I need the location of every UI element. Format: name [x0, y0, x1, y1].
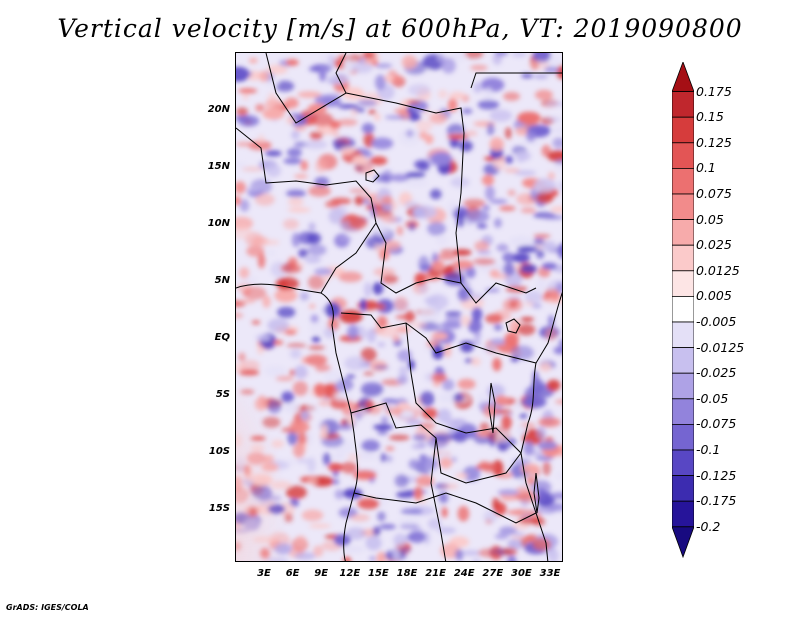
lon-tick-label: 18E	[396, 568, 418, 579]
colorbar-level-label: -0.175	[696, 493, 737, 509]
lake-victoria	[505, 318, 521, 334]
colorbar-level-label: 0.075	[696, 186, 732, 201]
border-3	[236, 127, 377, 224]
lake-tanganyika	[488, 382, 496, 434]
lat-tick-label: 10S	[208, 446, 230, 457]
colorbar-level-label: 0.05	[696, 211, 724, 227]
lake-chad	[365, 169, 380, 183]
colorbar-segment	[672, 193, 694, 221]
border-11	[430, 437, 447, 561]
coastline-east	[520, 291, 562, 561]
coastline-west	[236, 283, 359, 561]
map-title: Vertical velocity [m/s] at 600hPa, VT: 2…	[57, 14, 743, 43]
colorbar-level-label: -0.075	[696, 416, 737, 432]
border-12	[470, 72, 562, 89]
colorbar-level-label: -0.05	[696, 390, 729, 406]
colorbar-segment	[672, 244, 694, 272]
colorbar-segment	[672, 526, 694, 558]
colorbar-segment	[672, 219, 694, 246]
colorbar-segment	[672, 116, 694, 144]
colorbar-segment	[672, 347, 694, 374]
lat-tick-label: 5N	[214, 275, 230, 286]
colorbar-segment	[672, 449, 694, 477]
colorbar-level-label: 0.175	[696, 83, 732, 99]
border-7	[340, 312, 537, 364]
grads-credit: GrADS: IGES/COLA	[6, 603, 89, 612]
border-5	[455, 132, 537, 304]
lat-tick-label: 10N	[207, 218, 230, 229]
colorbar-segment	[672, 295, 694, 323]
lake-malawi	[533, 472, 540, 514]
colorbar-segment	[672, 398, 694, 425]
colorbar-segment	[672, 168, 694, 195]
colorbar-segment	[672, 423, 694, 451]
colorbar-level-label: -0.2	[696, 518, 721, 534]
colorbar-level-label: 0.0125	[696, 262, 740, 278]
colorbar-segment	[672, 372, 694, 400]
colorbar-segment	[672, 475, 694, 502]
colorbar-level-label: -0.1	[696, 442, 721, 457]
border-1	[265, 53, 347, 124]
lon-tick-label: 12E	[339, 568, 361, 579]
lon-tick-label: 24E	[453, 568, 475, 579]
lon-tick-label: 21E	[425, 568, 446, 579]
lat-tick-label: 15N	[207, 161, 230, 172]
border-6	[320, 222, 377, 294]
border-2	[345, 92, 465, 134]
colorbar-segment	[672, 321, 694, 349]
lon-tick-label: 15E	[368, 568, 389, 579]
lat-tick-label: 20N	[207, 104, 230, 115]
colorbar-level-label: 0.15	[696, 109, 724, 125]
lon-tick-label: 30E	[511, 568, 532, 579]
lat-tick-label: 5S	[215, 389, 230, 400]
border-8	[405, 322, 522, 454]
map-panel	[235, 52, 563, 562]
colorbar-level-label: -0.125	[696, 467, 737, 483]
border-10	[353, 492, 537, 524]
colorbar	[672, 62, 694, 558]
lon-tick-label: 33E	[539, 568, 561, 579]
colorbar-level-label: -0.0125	[696, 339, 745, 355]
lon-tick-label: 3E	[257, 568, 271, 579]
lat-tick-label: 15S	[208, 503, 230, 514]
lon-tick-label: 27E	[482, 568, 504, 579]
lon-tick-label: 6E	[285, 568, 300, 579]
lon-tick-label: 9E	[314, 568, 329, 579]
colorbar-segment	[672, 91, 694, 118]
colorbar-level-label: 0.125	[696, 134, 732, 150]
colorbar-segment	[672, 62, 694, 93]
vertical-velocity-field	[236, 53, 562, 561]
colorbar-level-label: -0.005	[696, 314, 737, 329]
colorbar-segment	[672, 270, 694, 297]
border-4	[375, 222, 462, 294]
colorbar-level-label: 0.005	[696, 288, 732, 304]
colorbar-level-label: 0.025	[696, 237, 732, 253]
country-borders	[236, 53, 562, 561]
colorbar-level-label: -0.025	[696, 365, 737, 381]
colorbar-segment	[672, 142, 694, 169]
colorbar-segment	[672, 500, 694, 528]
lat-tick-label: EQ	[214, 332, 230, 343]
colorbar-level-label: 0.1	[696, 160, 716, 176]
